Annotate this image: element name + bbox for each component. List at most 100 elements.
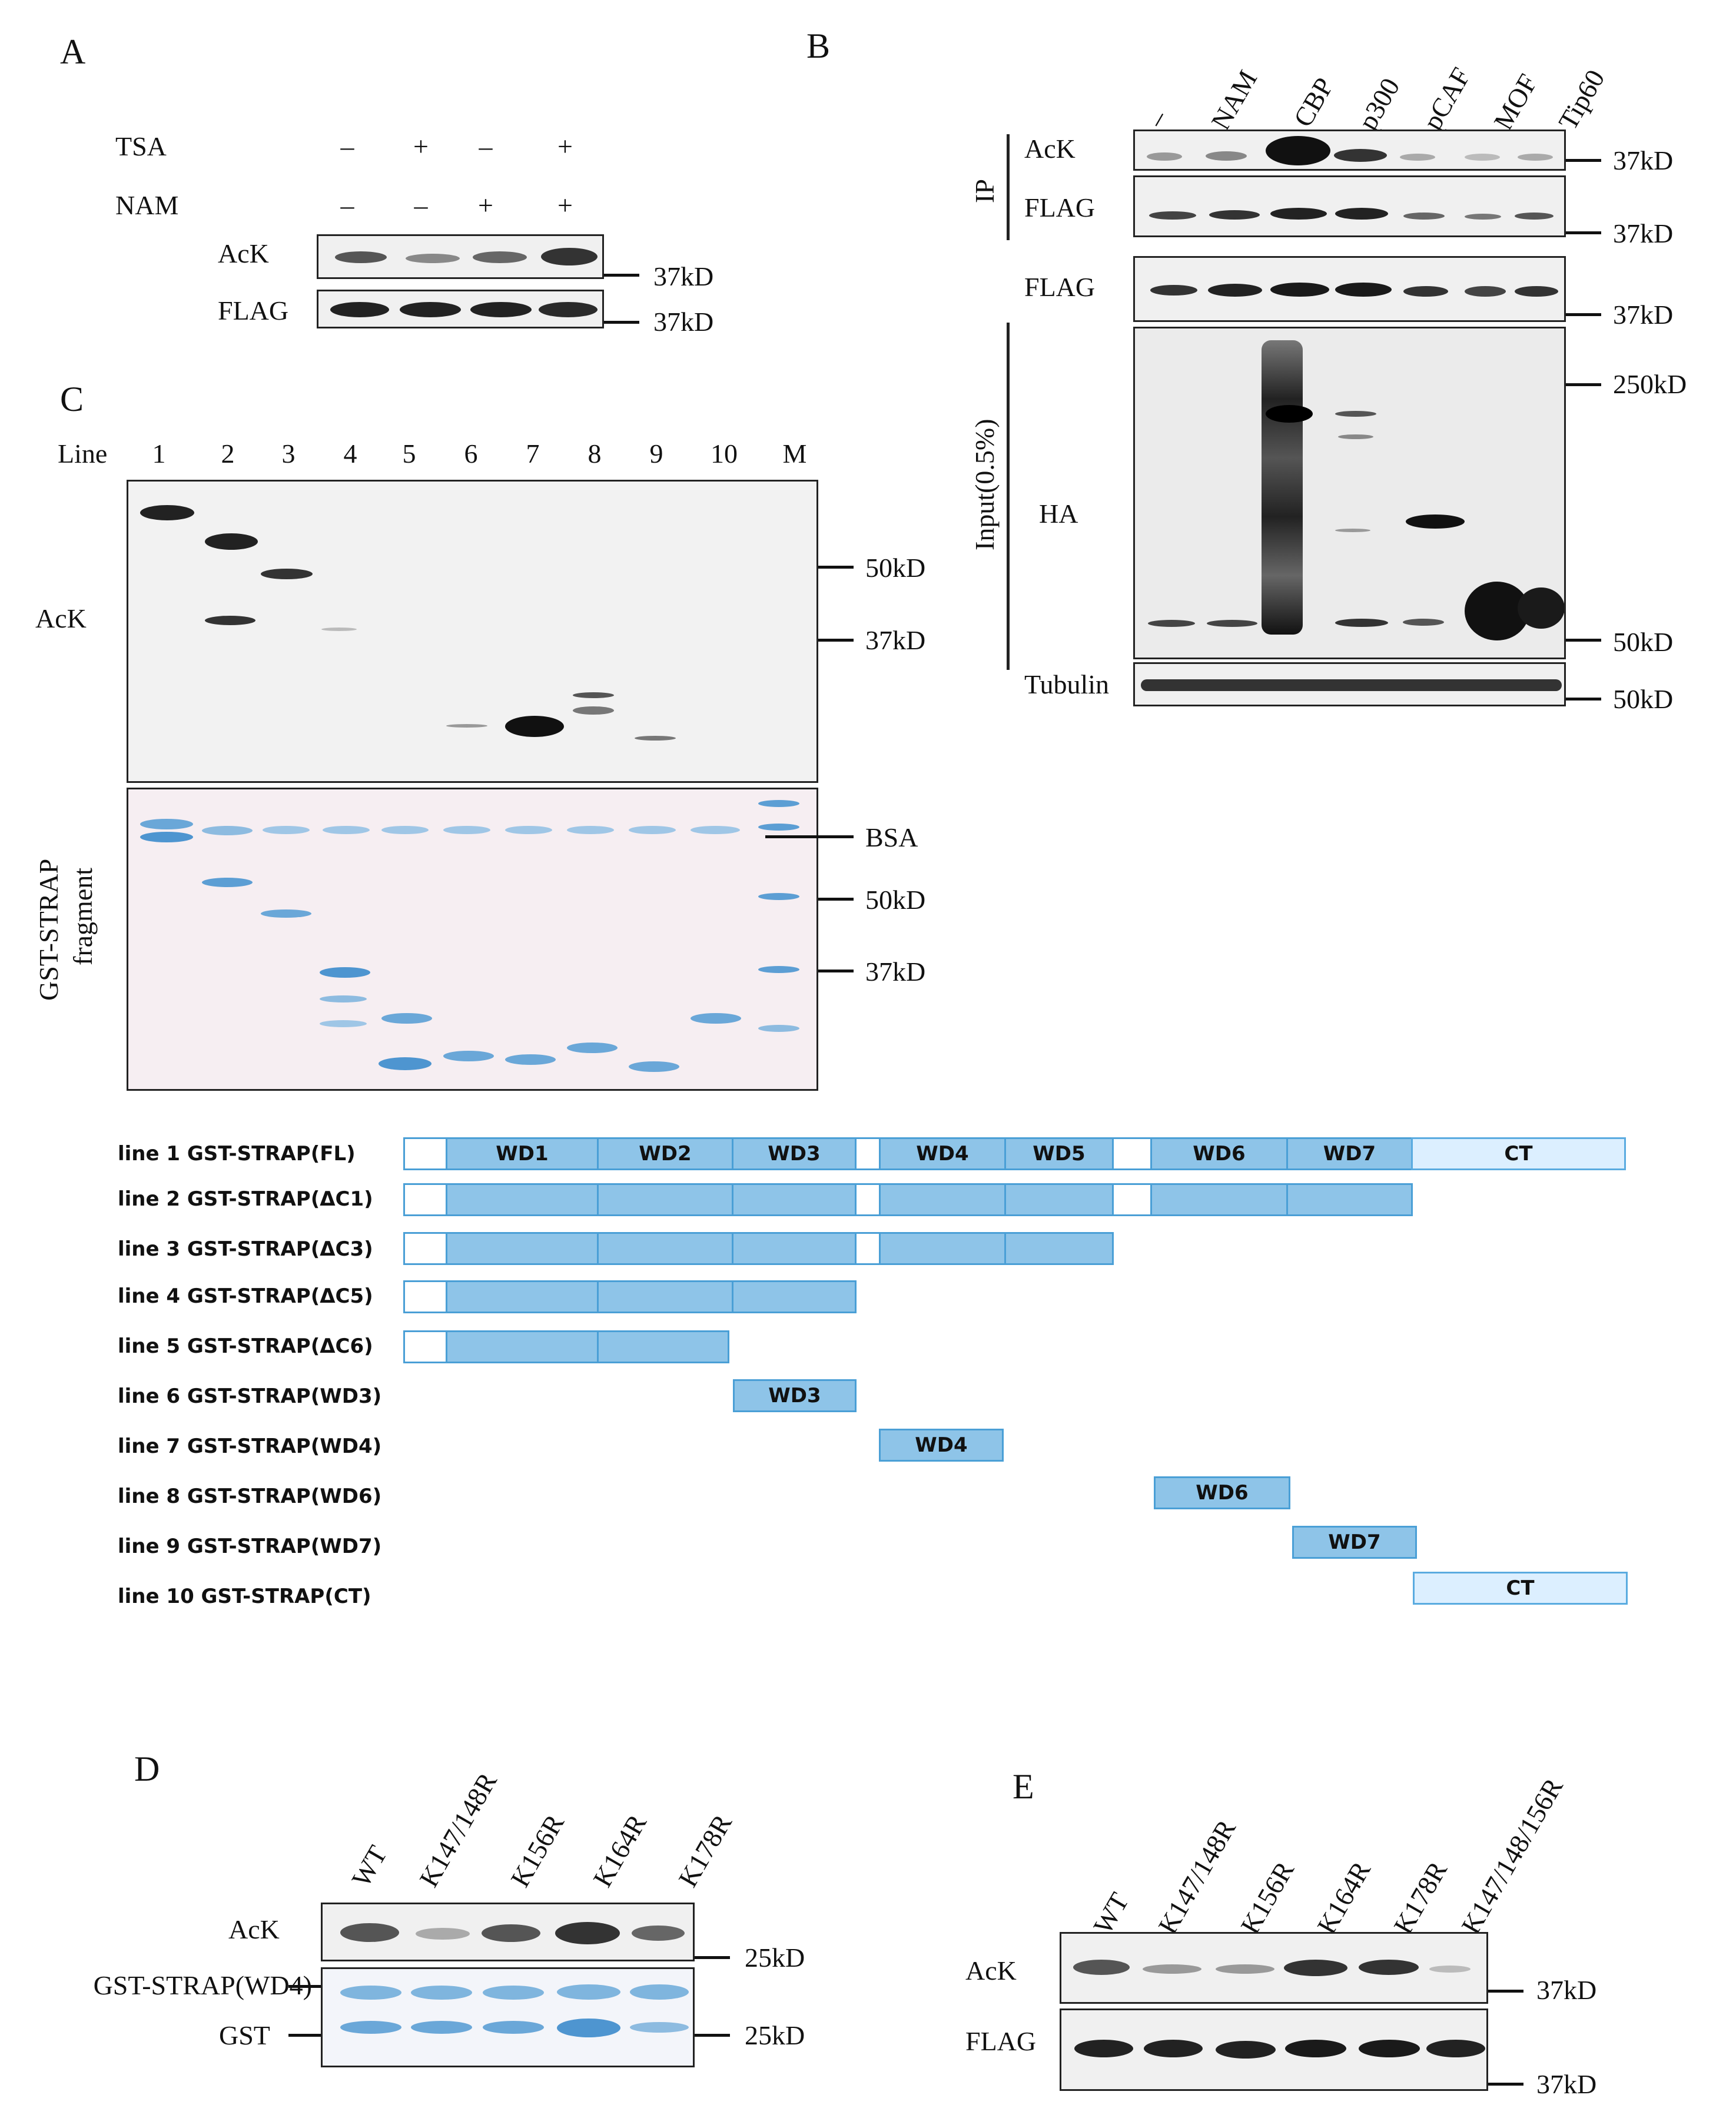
row1-wd1: WD1 bbox=[446, 1137, 599, 1170]
panel-d-lane-1: WT bbox=[346, 1840, 393, 1892]
schema-line-4: line 4 GST-STRAP(ΔC5) bbox=[118, 1284, 373, 1308]
panel-c-lane-5: 5 bbox=[402, 439, 416, 469]
row2-wd7 bbox=[1286, 1183, 1413, 1216]
panel-b-lane-6: MOF bbox=[1488, 69, 1544, 135]
ip-bracket bbox=[1007, 134, 1010, 240]
row4-wd2 bbox=[597, 1280, 733, 1313]
panel-e-lane-5: K178R bbox=[1388, 1856, 1453, 1939]
panel-b-lane-1: – bbox=[1140, 105, 1174, 132]
panel-c-lane-8: 8 bbox=[587, 439, 602, 469]
panel-e-ack-blot bbox=[1060, 1932, 1488, 2004]
row2-linker-56 bbox=[1112, 1183, 1152, 1216]
panel-b-ha-bottom-marker: 50kD bbox=[1613, 627, 1674, 657]
row4-wd1 bbox=[446, 1280, 599, 1313]
panel-b-ha-label: HA bbox=[1039, 499, 1078, 529]
panel-c-blot-tick-37 bbox=[818, 639, 854, 642]
panel-d-label: D bbox=[134, 1749, 160, 1788]
panel-a-flag-label: FLAG bbox=[218, 296, 289, 326]
row1-linker-n bbox=[403, 1137, 447, 1170]
panel-b-flag-in-marker: 37kD bbox=[1613, 300, 1674, 330]
row2-wd2 bbox=[597, 1183, 733, 1216]
panel-e-flag-blot bbox=[1060, 2009, 1488, 2091]
row1-wd3: WD3 bbox=[732, 1137, 857, 1170]
row1-linker-34 bbox=[855, 1137, 881, 1170]
nam-sign-4: + bbox=[557, 190, 573, 220]
row1-wd5: WD5 bbox=[1004, 1137, 1114, 1170]
row1-linker-56 bbox=[1112, 1137, 1152, 1170]
panel-c-gel-tick-50 bbox=[818, 898, 854, 901]
row2-wd3 bbox=[732, 1183, 857, 1216]
row2-linker-n bbox=[403, 1183, 447, 1216]
nam-label: NAM bbox=[115, 190, 179, 220]
panel-b-flag-in-tick bbox=[1566, 313, 1601, 316]
panel-d-ack-marker: 25kD bbox=[745, 1943, 805, 1973]
panel-e-ack-tick bbox=[1488, 1990, 1523, 1993]
panel-a-flag-blot bbox=[317, 290, 604, 328]
panel-a-marker-1: 37kD bbox=[653, 261, 714, 291]
panel-d-gel-tick bbox=[695, 2034, 730, 2037]
panel-b-ack-marker: 37kD bbox=[1613, 145, 1674, 175]
panel-b-tubulin-marker: 50kD bbox=[1613, 684, 1674, 714]
panel-c-lane-7: 7 bbox=[526, 439, 540, 469]
panel-b-label: B bbox=[806, 26, 831, 65]
ip-label: IP bbox=[970, 179, 1000, 203]
row1-wd7: WD7 bbox=[1286, 1137, 1413, 1170]
panel-e-label: E bbox=[1013, 1767, 1034, 1806]
row3-wd1 bbox=[446, 1232, 599, 1265]
input-label: Input(0.5%) bbox=[970, 419, 1000, 550]
panel-b-tubulin-blot bbox=[1133, 662, 1566, 706]
panel-e-ack-marker: 37kD bbox=[1536, 1975, 1597, 2005]
row5-wd1 bbox=[446, 1330, 599, 1363]
gst-label: GST bbox=[219, 2020, 270, 2050]
panel-c-lane-m: M bbox=[782, 439, 807, 469]
panel-b-ha-top-tick bbox=[1566, 383, 1601, 386]
panel-e-ack-label: AcK bbox=[965, 1956, 1017, 1986]
nam-sign-2: – bbox=[414, 190, 428, 220]
nam-sign-1: – bbox=[340, 190, 354, 220]
row3-wd3 bbox=[732, 1232, 857, 1265]
tsa-sign-1: – bbox=[340, 131, 354, 161]
panel-c-gel-marker-37: 37kD bbox=[865, 957, 926, 987]
row4-linker-n bbox=[403, 1280, 447, 1313]
panel-d-lane-3: K156R bbox=[504, 1809, 570, 1892]
schema-line-1: line 1 GST-STRAP(FL) bbox=[118, 1142, 356, 1166]
panel-a-ack-label: AcK bbox=[218, 238, 269, 268]
tsa-sign-2: + bbox=[413, 131, 429, 161]
gst-strap-label-1: GST-STRAP bbox=[34, 858, 64, 1001]
panel-c-blot-marker-50: 50kD bbox=[865, 553, 926, 583]
panel-c-gel-marker-50: 50kD bbox=[865, 885, 926, 915]
panel-a-marker-tick-1 bbox=[604, 274, 639, 277]
schema-line-9: line 9 GST-STRAP(WD7) bbox=[118, 1535, 382, 1558]
panel-c-lane-2: 2 bbox=[221, 439, 235, 469]
line-header: Line bbox=[58, 439, 108, 469]
panel-c-ack-blot bbox=[127, 480, 818, 783]
row7-wd4: WD4 bbox=[879, 1429, 1004, 1462]
row3-linker-34 bbox=[855, 1232, 881, 1265]
panel-b-flag-ip-tick bbox=[1566, 231, 1601, 234]
row1-ct: CT bbox=[1411, 1137, 1626, 1170]
panel-b-ha-top-marker: 250kD bbox=[1613, 369, 1687, 399]
panel-b-tubulin-tick bbox=[1566, 698, 1601, 701]
row1-wd4: WD4 bbox=[879, 1137, 1006, 1170]
panel-d-gel-marker: 25kD bbox=[745, 2020, 805, 2050]
panel-c-lane-4: 4 bbox=[343, 439, 357, 469]
row2-wd1 bbox=[446, 1183, 599, 1216]
nam-sign-3: + bbox=[478, 190, 493, 220]
gst-strap-wd4-tick bbox=[288, 1985, 347, 1988]
panel-d-lane-2: K147/148R bbox=[413, 1767, 503, 1892]
row2-linker-34 bbox=[855, 1183, 881, 1216]
panel-c-blot-marker-37: 37kD bbox=[865, 625, 926, 655]
panel-b-ha-blot bbox=[1133, 327, 1566, 659]
panel-c-ack-label: AcK bbox=[35, 603, 87, 633]
panel-d-ack-tick bbox=[695, 1956, 730, 1959]
gst-strap-label-2: fragment bbox=[68, 867, 98, 965]
tsa-sign-4: + bbox=[557, 131, 573, 161]
panel-e-flag-tick bbox=[1488, 2083, 1523, 2086]
panel-d-gel bbox=[321, 1967, 695, 2067]
input-bracket bbox=[1007, 323, 1010, 670]
panel-b-lane-3: CBP bbox=[1287, 72, 1340, 132]
gst-tick bbox=[288, 2034, 347, 2037]
row1-wd2: WD2 bbox=[597, 1137, 733, 1170]
row2-wd4 bbox=[879, 1183, 1006, 1216]
panel-c-gel bbox=[127, 788, 818, 1091]
